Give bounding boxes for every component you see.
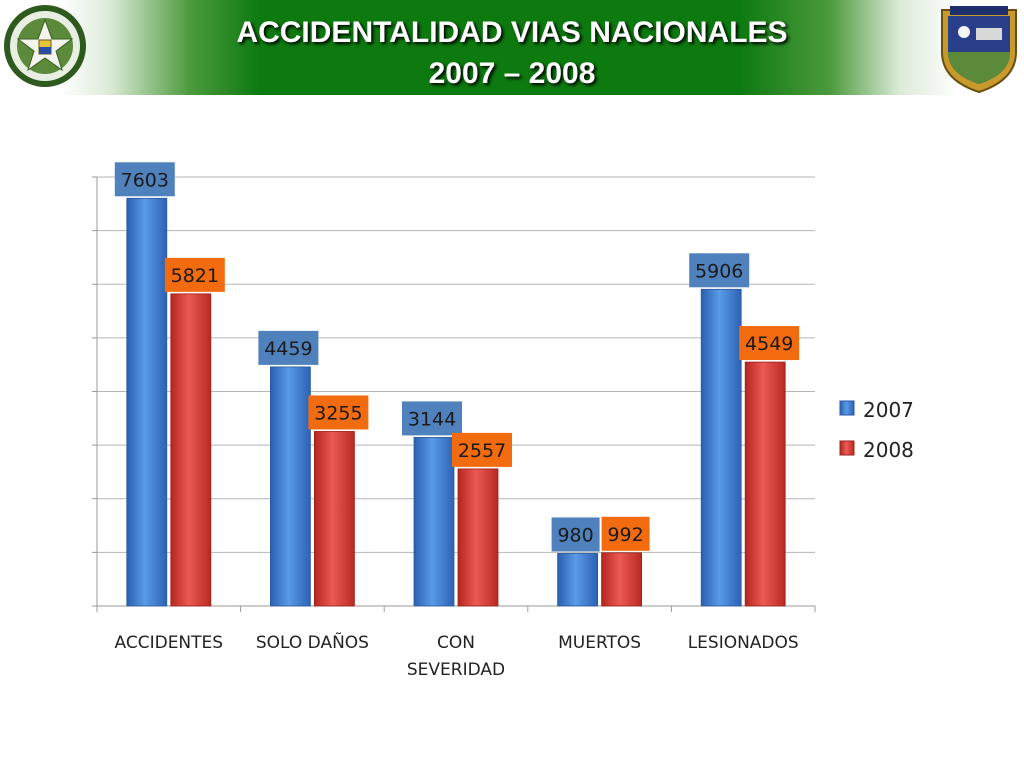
category-label: SEVERIDAD: [407, 660, 505, 680]
legend: 2007 2008: [839, 398, 914, 462]
legend-label-2007: 2007: [863, 398, 914, 422]
category-label: ACCIDENTES: [115, 633, 224, 653]
data-label-bg-2008-1: [308, 395, 369, 430]
data-label-bg-2007-3: [551, 517, 600, 552]
bar-2008-4: [744, 361, 786, 607]
legend-swatch-2008: [839, 440, 855, 456]
data-label-2008-4: 4549: [745, 333, 793, 355]
bar-2007-4: [700, 288, 742, 607]
bar-2007-3: [557, 553, 598, 607]
bar-2008-0: [170, 293, 212, 607]
transito-shield-logo: [936, 2, 1022, 94]
page-subtitle: 2007 – 2008: [428, 57, 596, 90]
data-label-bg-2007-0: [114, 162, 175, 197]
data-label-bg-2008-4: [739, 326, 800, 361]
data-label-bg-2007-1: [258, 330, 319, 365]
data-label-bg-2007-2: [402, 401, 462, 436]
bar-2007-0: [126, 197, 168, 607]
data-label-2007-4: 5906: [695, 260, 743, 282]
legend-swatch-2007: [839, 400, 855, 416]
bar-2007-1: [269, 366, 311, 607]
data-label-bg-2008-2: [452, 432, 512, 467]
data-label-2008-2: 2557: [458, 440, 506, 462]
bar-2008-1: [313, 431, 355, 607]
data-label-bg-2007-4: [689, 253, 750, 288]
data-label-2007-2: 3144: [408, 408, 456, 430]
page-title: ACCIDENTALIDAD VIAS NACIONALES: [236, 16, 788, 49]
data-label-2008-0: 5821: [171, 265, 219, 287]
category-label: CON: [437, 633, 475, 653]
policia-seal-logo: [2, 2, 88, 90]
data-label-2007-1: 4459: [264, 338, 312, 360]
data-label-bg-2008-3: [601, 516, 650, 551]
data-label-bg-2008-0: [164, 257, 225, 292]
data-label-2007-0: 7603: [121, 169, 169, 191]
data-label-2008-1: 3255: [314, 402, 362, 424]
category-label: LESIONADOS: [688, 633, 799, 653]
bar-2008-2: [457, 468, 499, 607]
data-label-2007-3: 980: [557, 524, 593, 546]
category-label: MUERTOS: [558, 633, 641, 653]
category-label: SOLO DAÑOS: [256, 631, 369, 653]
bar-2007-2: [413, 437, 455, 607]
legend-label-2008: 2008: [863, 438, 914, 462]
header-banner: ACCIDENTALIDAD VIAS NACIONALES 2007 – 20…: [0, 0, 1024, 95]
data-label-2008-3: 992: [607, 524, 643, 546]
bars-group: [126, 197, 786, 607]
bar-2008-3: [601, 552, 642, 607]
category-axis: ACCIDENTES SOLO DAÑOS CON SEVERIDAD MUERTOS L…: [115, 631, 799, 680]
